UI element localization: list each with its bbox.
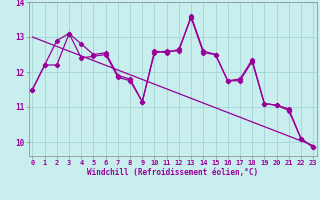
X-axis label: Windchill (Refroidissement éolien,°C): Windchill (Refroidissement éolien,°C) bbox=[87, 168, 258, 177]
